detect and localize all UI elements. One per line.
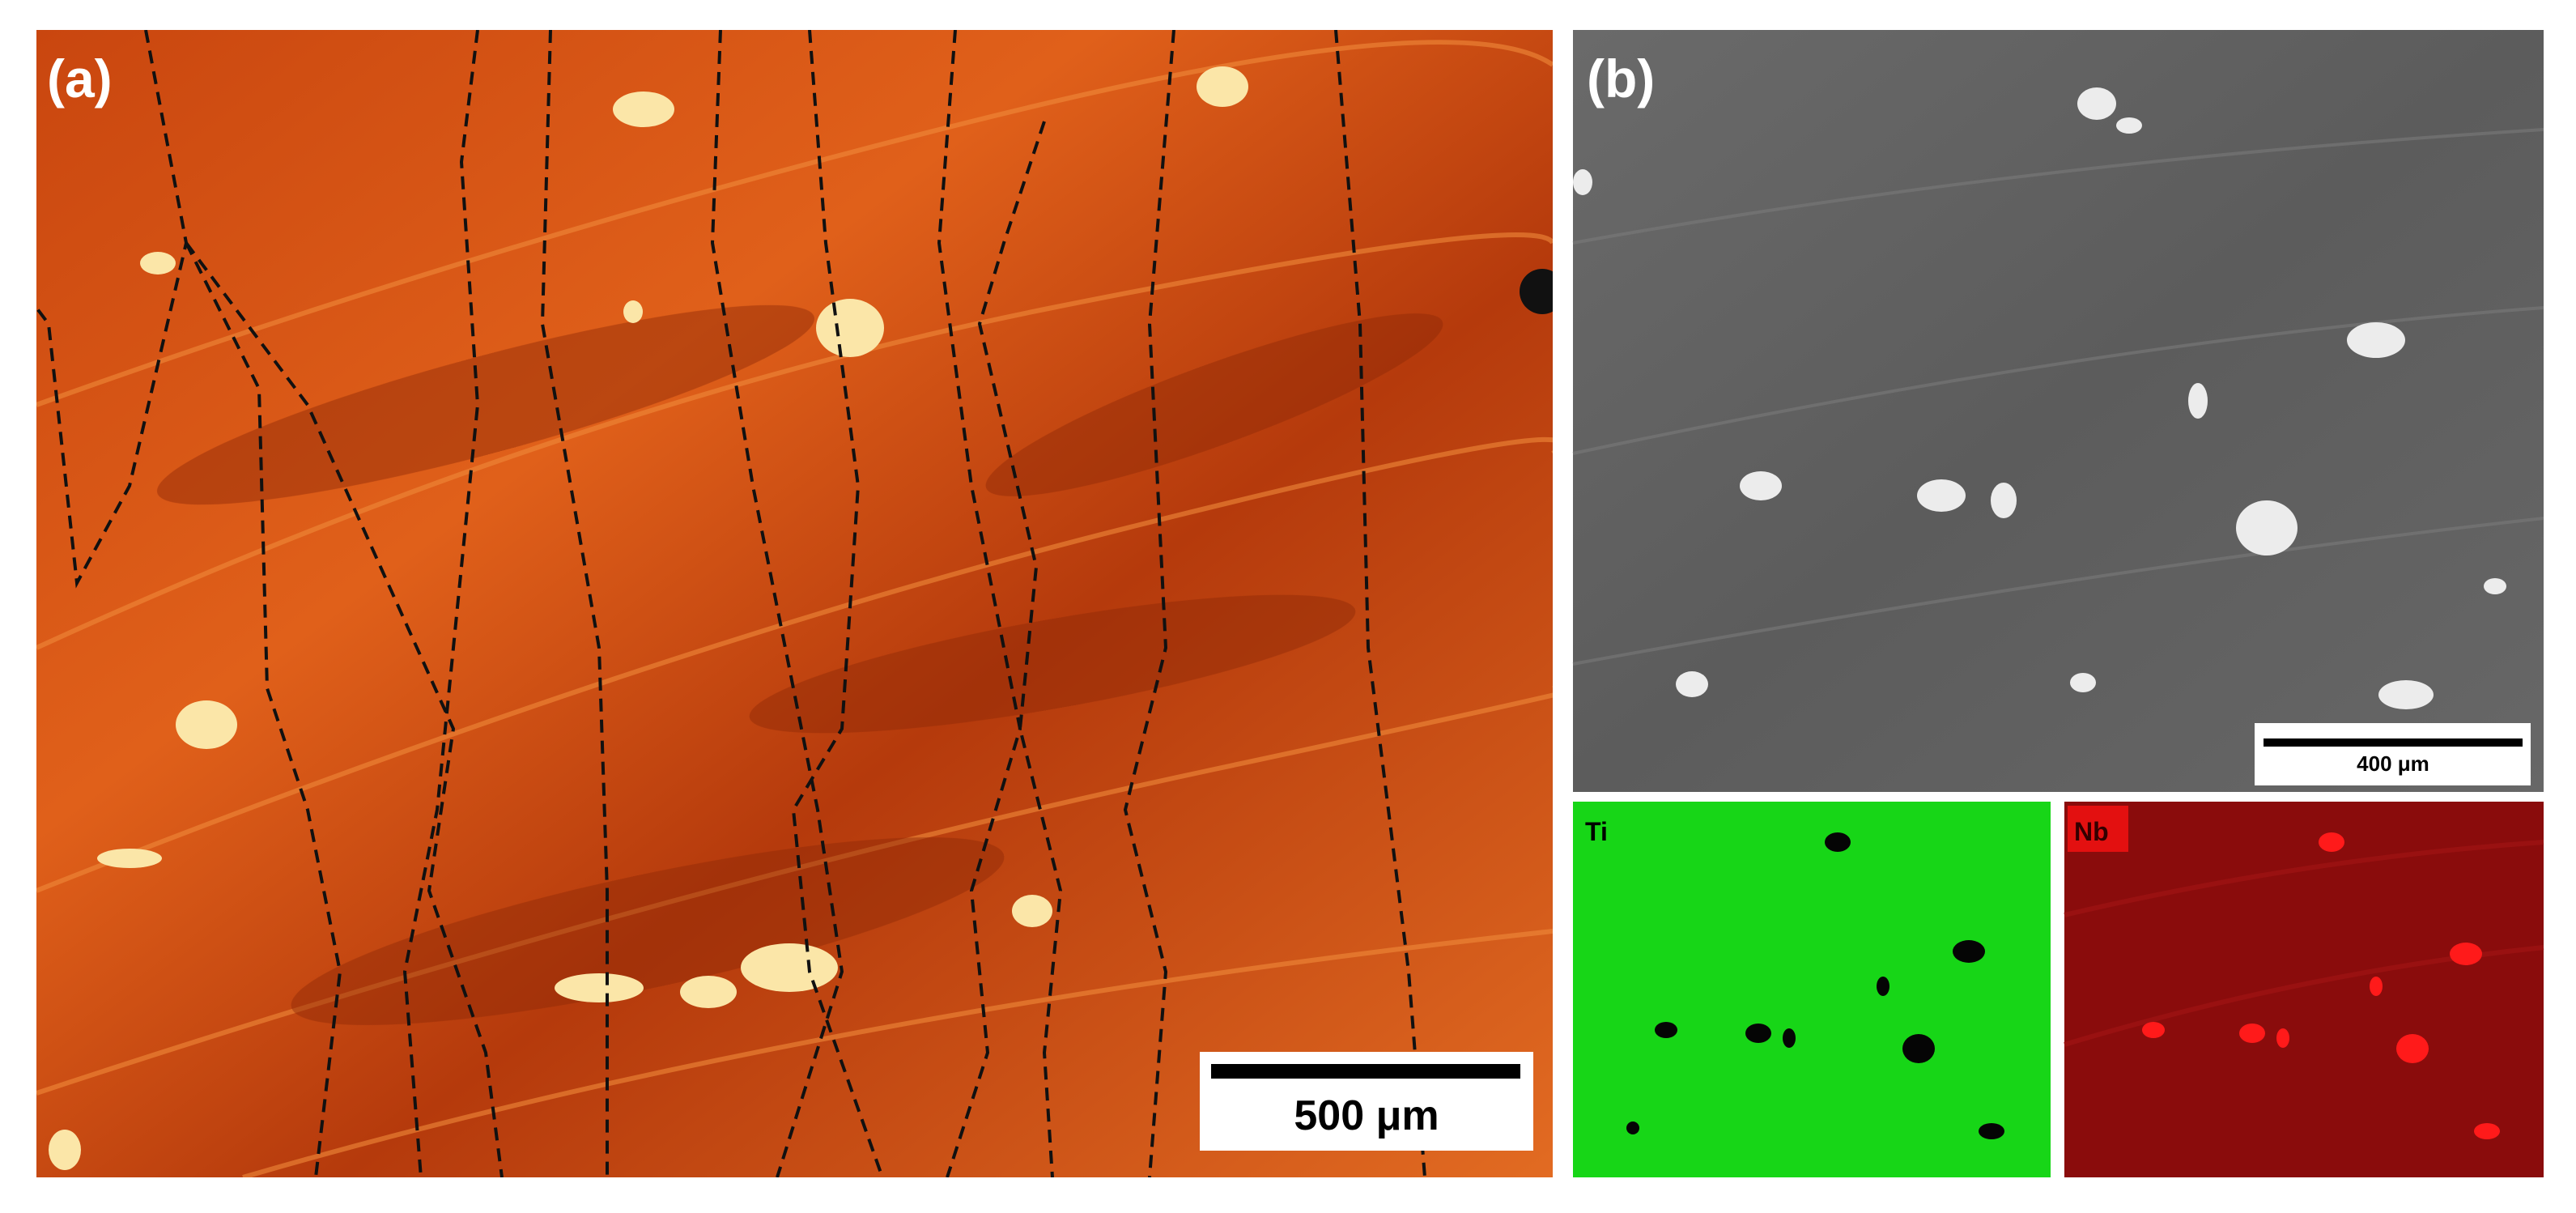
particles xyxy=(2142,832,2500,1139)
panel-b: 400 μm (b) xyxy=(1572,30,2544,792)
panel-label: (b) xyxy=(1587,49,1655,109)
scale-bar xyxy=(1211,1064,1520,1079)
melt-pool-boundaries xyxy=(1572,128,2544,666)
micrograph-b xyxy=(1573,30,2544,792)
eds-map xyxy=(2064,802,2544,1177)
scale-bar-box xyxy=(2255,723,2531,785)
panel-a: 500 μm (a) xyxy=(36,30,1553,1177)
panel-label: (a) xyxy=(47,49,113,109)
particles xyxy=(1573,87,2506,709)
scale-bar xyxy=(2264,738,2523,747)
map-label: Nb xyxy=(2074,817,2109,846)
particles xyxy=(1626,832,2004,1139)
particles xyxy=(49,66,1248,1170)
pore xyxy=(1520,269,1553,314)
grain-boundaries xyxy=(36,30,1426,1177)
label-box xyxy=(2068,806,2128,852)
scale-bar-label: 400 μm xyxy=(2357,751,2429,776)
eds-map xyxy=(1573,802,2051,1177)
map-label: Ti xyxy=(1585,817,1608,846)
scale-bar-label: 500 μm xyxy=(1294,1092,1439,1139)
map-ti: Ti xyxy=(1573,802,2051,1177)
dark-bands xyxy=(157,304,1443,1025)
melt-pool-boundaries xyxy=(36,40,1553,1177)
map-nb: Nb xyxy=(2064,802,2544,1177)
